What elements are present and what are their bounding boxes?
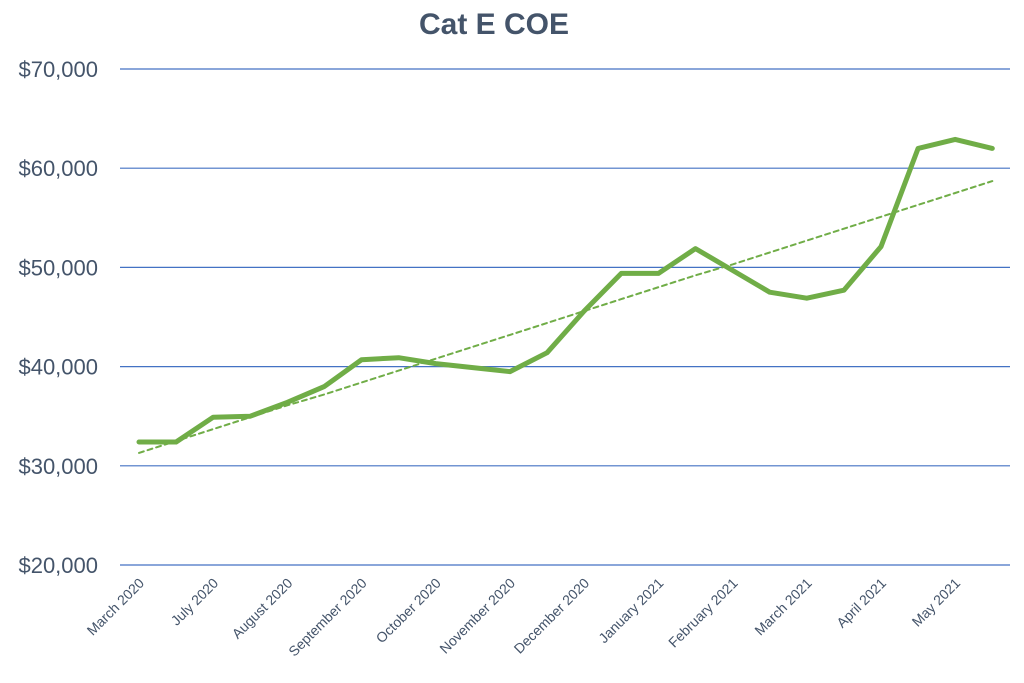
x-tick-label: October 2020 [373,575,444,646]
x-tick-label: March 2021 [751,575,815,639]
series-line [136,136,995,445]
x-tick-label: July 2020 [168,575,222,629]
y-tick-label: $60,000 [18,156,98,181]
x-tick-label: November 2020 [436,575,518,657]
x-tick-label: December 2020 [511,575,593,657]
x-tick-label: May 2021 [909,575,964,630]
y-tick-label: $70,000 [18,57,98,82]
y-tick-label: $20,000 [18,553,98,578]
x-tick-label: February 2021 [665,575,741,651]
y-tick-label: $50,000 [18,255,98,280]
x-tick-label: August 2020 [229,575,296,642]
trendline [138,180,994,454]
y-tick-label: $30,000 [18,454,98,479]
x-tick-label: January 2021 [595,575,666,646]
x-tick-label: April 2021 [833,575,889,631]
y-tick-label: $40,000 [18,355,98,380]
chart-title: Cat E COE [418,8,570,41]
x-tick-label: September 2020 [285,575,370,660]
x-tick-label: March 2020 [84,575,148,639]
